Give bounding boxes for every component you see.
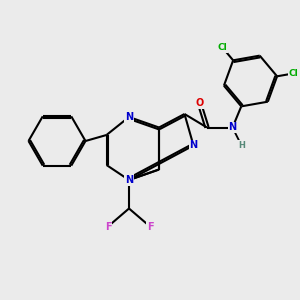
Text: Cl: Cl <box>218 43 227 52</box>
Text: Cl: Cl <box>289 69 298 78</box>
Text: F: F <box>147 221 153 232</box>
Text: H: H <box>238 141 245 150</box>
Text: N: N <box>189 140 198 151</box>
Text: N: N <box>125 112 133 122</box>
Text: N: N <box>228 122 237 133</box>
Text: N: N <box>125 175 133 185</box>
Text: F: F <box>105 221 111 232</box>
Text: O: O <box>195 98 204 109</box>
